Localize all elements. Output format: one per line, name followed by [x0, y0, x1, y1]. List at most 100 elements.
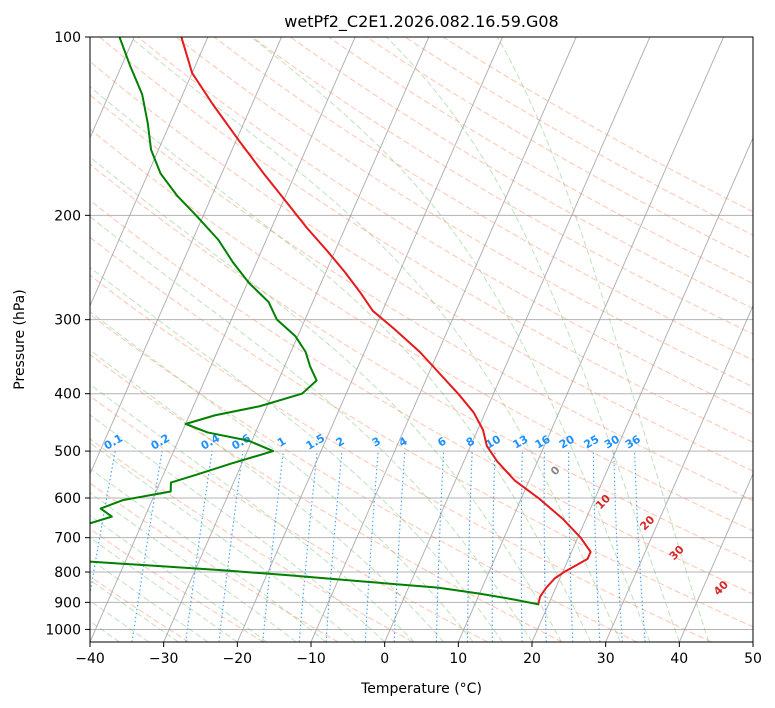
dry-adiabat-line: [175, 37, 753, 388]
dry-adiabat-line: [90, 528, 264, 642]
isotherm-line: [457, 37, 724, 642]
isotherm-line: [605, 304, 753, 642]
moist-adiabat-line: [90, 349, 444, 642]
isotherm-line: [752, 640, 753, 642]
mixing-ratio-label: 13: [511, 433, 531, 452]
mixing-ratio-label: 2: [334, 435, 347, 450]
mixing-ratio-label: 16: [533, 432, 553, 451]
moist-adiabat-line: [90, 514, 268, 642]
y-axis: 100 200 300 400 500 600 700 800 900 1000: [45, 30, 90, 638]
mixing-ratio-line: [90, 451, 116, 597]
moist-adiabat-line: [386, 37, 680, 642]
dry-adiabat-line: [90, 236, 753, 628]
moist-adiabat-line: [90, 442, 356, 642]
mixing-ratio-line: [298, 451, 318, 642]
dry-adiabat-line: [90, 395, 488, 642]
isotherm-line: [90, 37, 209, 308]
moist-adiabat-line: [251, 37, 651, 642]
dewpoint-line: [90, 37, 540, 606]
plot-area: 0.10.20.40.611.52346810131620253036-100-…: [0, 37, 753, 642]
dry-adiabat-line: [90, 575, 190, 642]
x-tick-label: −10: [296, 651, 326, 667]
dry-adiabat-line: [90, 128, 753, 532]
x-axis-label: Temperature (°C): [360, 681, 482, 697]
moist-adiabats: [90, 37, 710, 642]
dry-adiabat-line: [290, 37, 753, 310]
y-tick-label: 900: [54, 595, 81, 611]
moist-adiabat-line: [129, 37, 621, 642]
y-tick-label: 800: [54, 565, 81, 581]
mixing-ratio-label: 6: [435, 434, 448, 449]
moist-adiabat-line: [90, 156, 562, 642]
dry-adiabat-line: [90, 313, 638, 642]
moist-adiabat-line: [90, 86, 592, 642]
isotherms: [0, 37, 753, 642]
dry-adiabat-line: [251, 37, 753, 335]
moist-adiabat-line: [90, 536, 238, 642]
mixing-ratio-line: [466, 451, 473, 642]
isotherm-line: [310, 37, 577, 642]
y-tick-label: 100: [54, 30, 81, 46]
mixing-ratio-label: 36: [623, 432, 643, 451]
mixing-ratio-label: 1.5: [304, 432, 327, 453]
mixing-ratio-label: 4: [396, 434, 409, 449]
moist-adiabat-label: 40: [711, 578, 731, 598]
isotherm-line: [531, 136, 753, 642]
moist-adiabat-line: [496, 37, 710, 642]
y-tick-label: 700: [54, 531, 81, 547]
isobars: [90, 37, 753, 630]
isotherm-line: [236, 37, 503, 642]
mixing-ratio-label: 3: [370, 435, 383, 450]
dry-adiabat-line: [328, 37, 753, 285]
y-tick-label: 300: [54, 313, 81, 329]
y-tick-label: 1000: [45, 622, 81, 638]
isotherm-line: [678, 472, 753, 642]
x-tick-label: −40: [75, 651, 105, 667]
dry-adiabat-line: [90, 199, 753, 595]
dry-adiabats: [90, 37, 753, 642]
mixing-ratio-line: [393, 451, 406, 642]
mixing-ratio-line: [435, 451, 445, 642]
x-tick-label: −30: [149, 651, 179, 667]
mixing-ratio-line: [185, 451, 213, 642]
mixing-ratio-label: 0.2: [149, 432, 172, 453]
dry-adiabat-line: [90, 163, 753, 563]
dry-adiabat-label: -10: [12, 421, 35, 445]
moist-adiabat-line: [90, 558, 209, 642]
y-tick-label: 500: [54, 444, 81, 460]
mixing-ratio-line: [568, 451, 574, 642]
x-tick-label: 30: [597, 651, 615, 667]
x-tick-label: 40: [670, 651, 688, 667]
dry-adiabat-line: [366, 37, 753, 260]
isotherm-line: [90, 37, 356, 642]
moist-adiabat-line: [90, 467, 327, 642]
moist-adiabat-line: [90, 579, 179, 642]
dry-adiabat-line: [90, 482, 339, 642]
sounding-series: [90, 37, 592, 606]
x-tick-label: 0: [380, 651, 389, 667]
temperature-line: [180, 37, 592, 606]
moist-adiabat-line: [90, 310, 474, 642]
mixing-ratio-line: [218, 451, 244, 642]
dry-adiabat-line: [99, 37, 753, 443]
moist-adiabat-line: [90, 600, 150, 642]
mixing-ratio-line: [364, 451, 379, 642]
y-tick-label: 400: [54, 387, 81, 403]
mixing-ratio-label: 1: [275, 435, 288, 450]
mixing-ratio-line: [592, 451, 601, 642]
x-tick-label: 10: [449, 651, 467, 667]
y-tick-label: 600: [54, 491, 81, 507]
y-axis-label: Pressure (hPa): [12, 289, 28, 389]
moist-adiabat-line: [90, 215, 533, 642]
isotherm-line: [0, 37, 61, 642]
zero-degree-label: 0: [548, 463, 563, 478]
mixing-ratio-label: 25: [582, 433, 602, 452]
plot-frame: [89, 36, 754, 643]
mixing-ratio-line: [262, 451, 285, 642]
dry-adiabat-line: [442, 37, 753, 213]
x-axis: −40 −30 −20 −10 0 10 20 30 40 50: [75, 642, 762, 667]
moist-adiabat-label: 30: [667, 543, 687, 563]
isotherm-line: [384, 37, 651, 642]
x-tick-label: −20: [223, 651, 253, 667]
